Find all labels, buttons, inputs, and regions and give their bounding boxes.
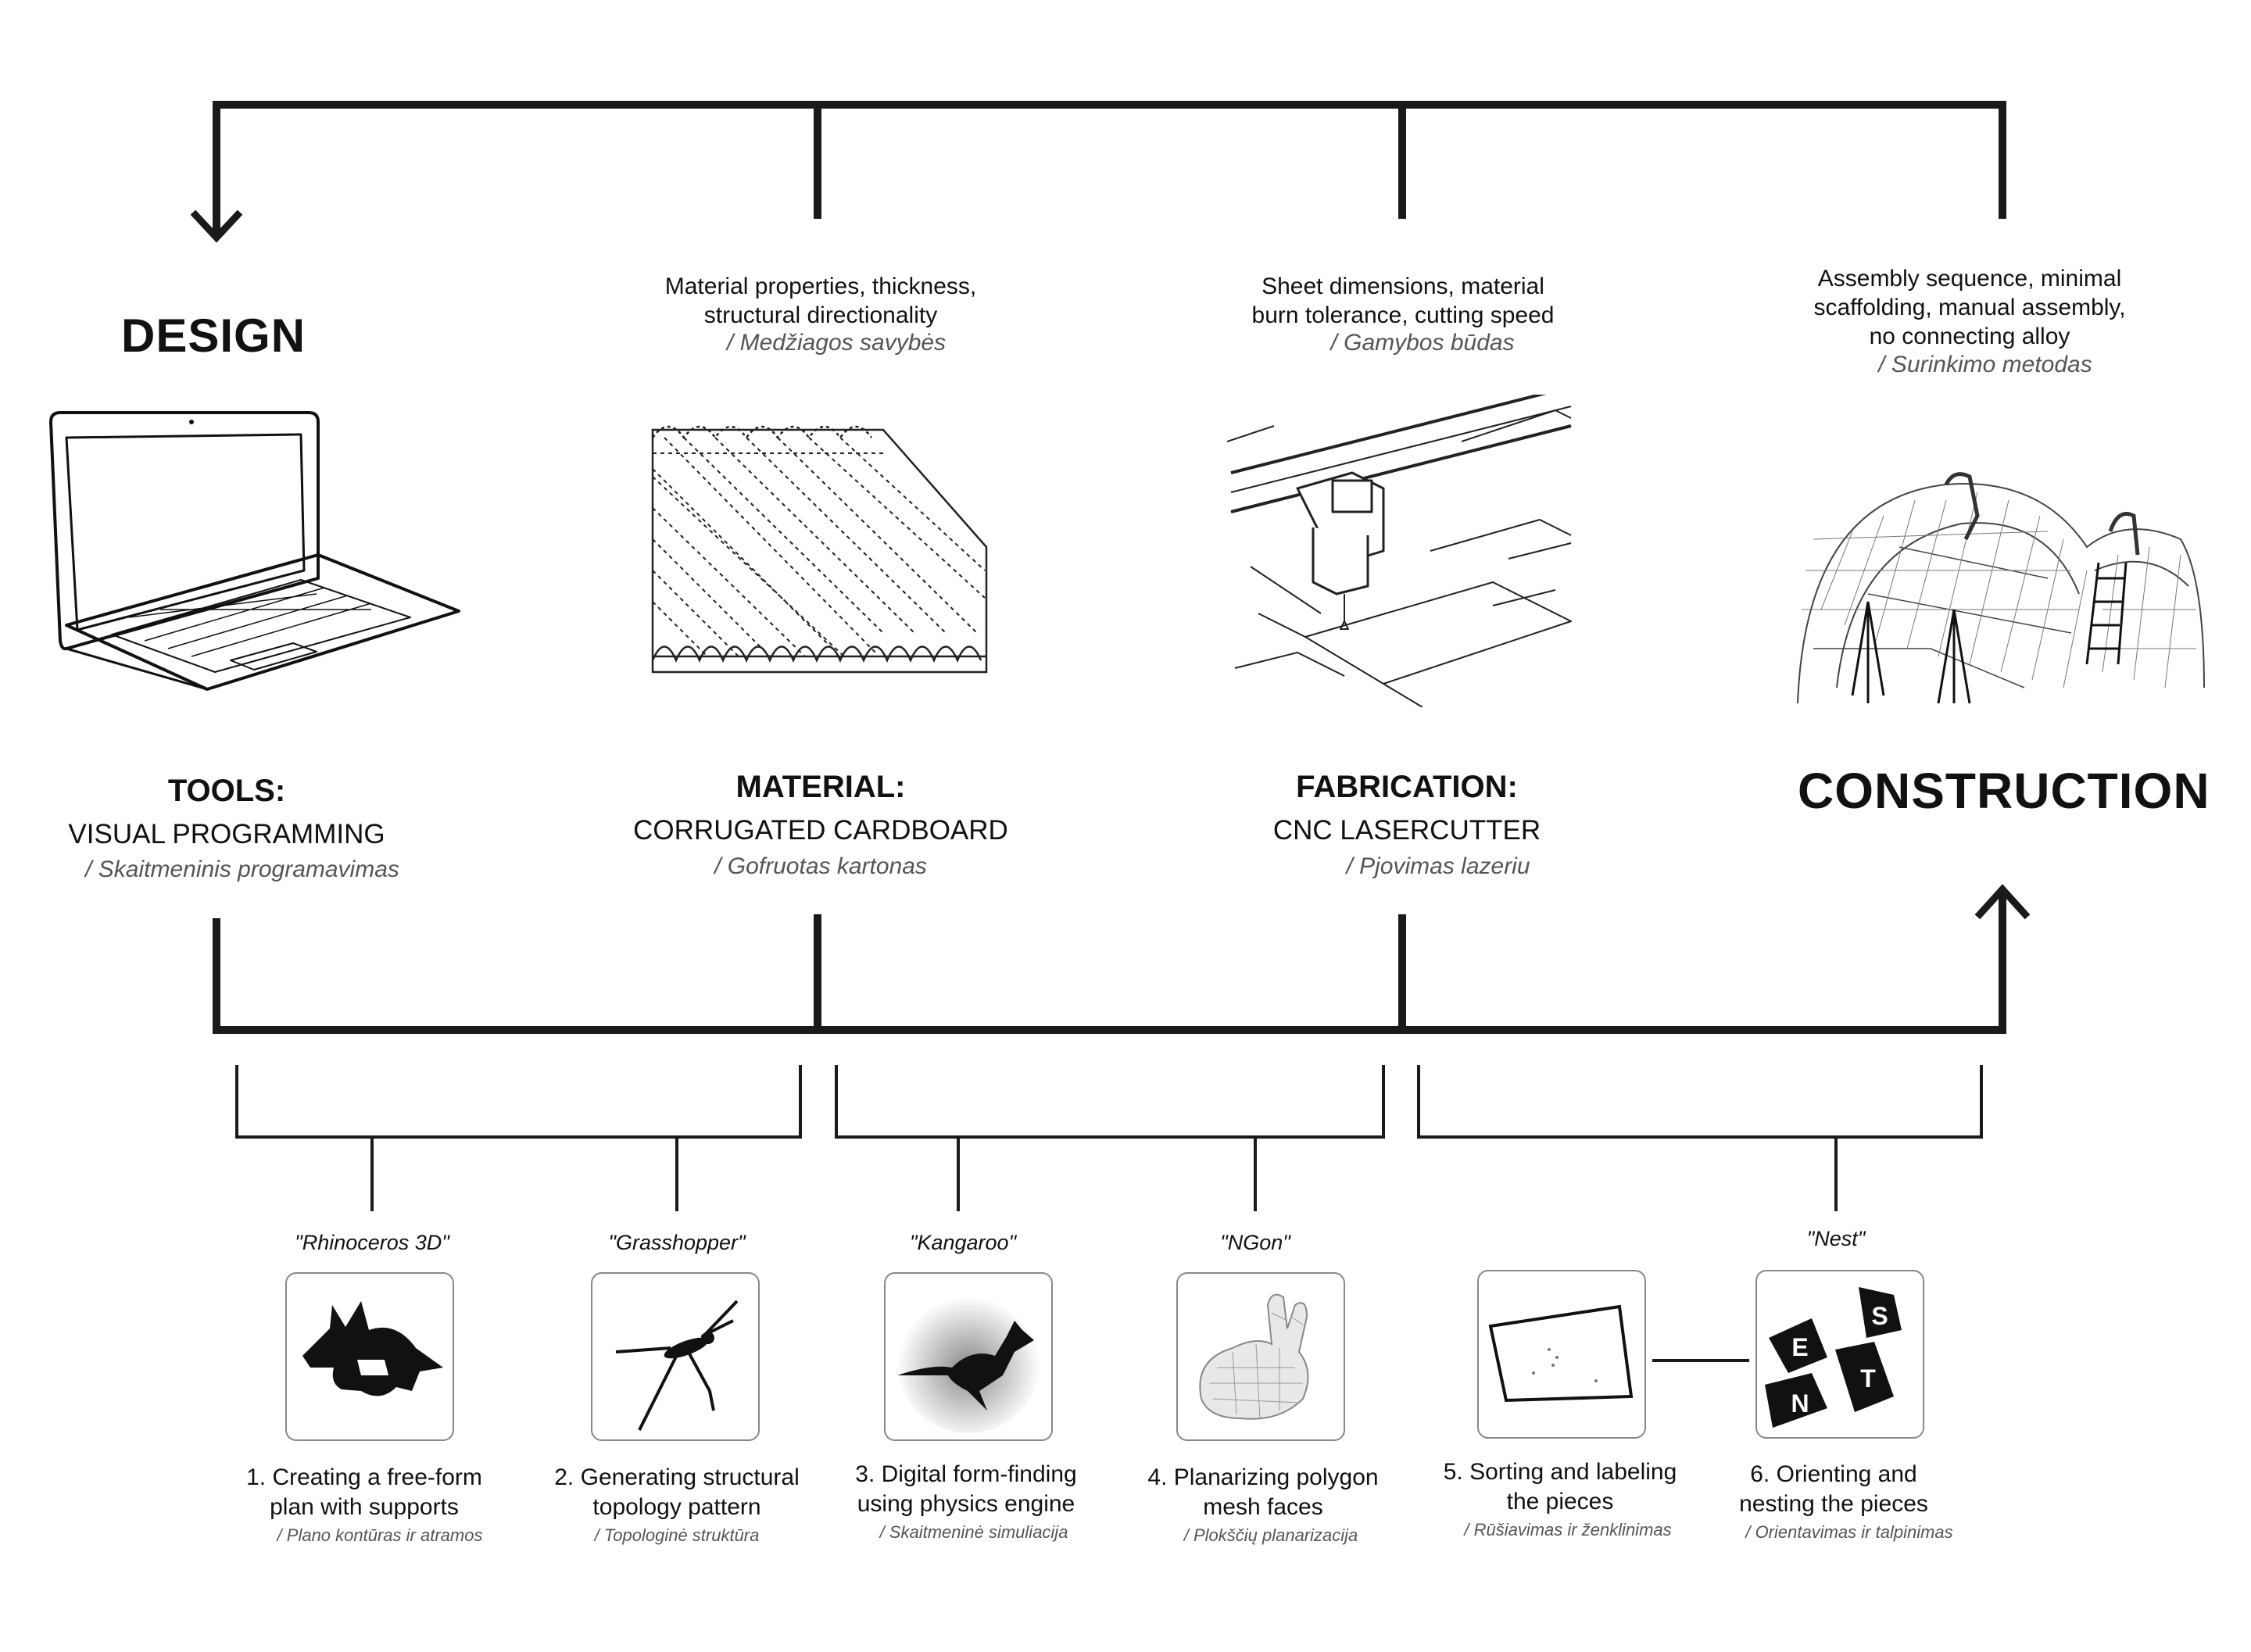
step1-line2: plan with supports: [270, 1494, 459, 1520]
tool-name-kangaroo: "Kangaroo": [909, 1231, 1017, 1254]
step2-line1: 2. Generating structural: [554, 1464, 800, 1490]
laser-cutter-icon: [1227, 395, 1572, 707]
step4-note: / Plokščių planarizacija: [1183, 1525, 1358, 1545]
step5-line1: 5. Sorting and labeling: [1443, 1459, 1677, 1485]
bunny-mesh-icon: [1199, 1293, 1309, 1420]
rhino-icon: [302, 1301, 443, 1396]
material-props-line2: structural directionality: [703, 302, 938, 328]
step3-line2: using physics engine: [857, 1491, 1075, 1517]
step5-note: / Rūšiavimas ir ženklinimas: [1464, 1520, 1672, 1539]
tool-name-ngon: "NGon": [1220, 1231, 1290, 1254]
nest-letter-n: N: [1791, 1389, 1809, 1418]
labeled-piece-icon: [1488, 1304, 1634, 1403]
fabrication-title: FABRICATION:: [1296, 770, 1518, 804]
material-note: / Gofruotas kartonas: [714, 853, 927, 879]
step3-note: / Skaitmeninė simuliacija: [879, 1522, 1068, 1542]
step4-line1: 4. Planarizing polygon: [1147, 1464, 1379, 1490]
material-subtitle: CORRUGATED CARDBOARD: [633, 815, 1008, 846]
construction-arrow-head: [1974, 884, 2031, 920]
kangaroo-icon-box: [884, 1272, 1053, 1441]
tool-name-rhino: "Rhinoceros 3D": [295, 1231, 449, 1254]
step5-line2: the pieces: [1506, 1489, 1614, 1514]
nest-pieces-icon: S E T N: [1765, 1287, 1902, 1428]
fabrication-props-line1: Sheet dimensions, material: [1261, 274, 1544, 299]
step6-note: / Orientavimas ir talpinimas: [1745, 1522, 1953, 1542]
step4-line2: mesh faces: [1203, 1494, 1323, 1520]
construction-props-note: / Surinkimo metodas: [1878, 352, 2092, 377]
material-props-note: / Medžiagos savybės: [726, 330, 947, 356]
construction-props-line3: no connecting alloy: [1869, 324, 2070, 349]
bottom-process-bar: [213, 893, 2006, 1034]
nest-letter-t: T: [1860, 1364, 1876, 1393]
pavilion-assembly-icon: [1797, 472, 2205, 704]
fabrication-subtitle: CNC LASERCUTTER: [1272, 815, 1541, 846]
fabrication-props-note: / Gamybos būdas: [1330, 330, 1515, 356]
grasshopper-icon-box: [591, 1272, 760, 1441]
cardboard-icon: [651, 425, 988, 674]
tools-title: TOOLS:: [167, 774, 286, 808]
step6-line2: nesting the pieces: [1739, 1491, 1928, 1517]
construction-title: CONSTRUCTION: [1798, 763, 2210, 819]
sort-icon-box: [1477, 1270, 1646, 1439]
material-props-line1: Material properties, thickness,: [664, 274, 977, 299]
step6-line1: 6. Orienting and: [1750, 1461, 1917, 1487]
tool-name-grasshopper: "Grasshopper": [608, 1231, 746, 1254]
step2-note: / Topologinė struktūra: [594, 1525, 760, 1545]
construction-props-line2: scaffolding, manual assembly,: [1813, 295, 2126, 320]
tool-name-nest: "Nest": [1806, 1227, 1866, 1250]
design-title: DESIGN: [121, 309, 306, 362]
design-arrow-head: [190, 209, 243, 243]
grasshopper-icon: [615, 1300, 739, 1431]
nest-icon-box: S E T N: [1755, 1270, 1924, 1439]
tool-brackets: [235, 1065, 1983, 1362]
kangaroo-icon: [896, 1289, 1040, 1433]
tools-note: / Skaitmeninis programavimas: [85, 856, 399, 882]
rhino-icon-box: [285, 1272, 454, 1441]
fabrication-props-line2: burn tolerance, cutting speed: [1251, 302, 1555, 328]
top-feedback-bar: [213, 101, 2006, 238]
ngon-icon-box: [1176, 1272, 1345, 1441]
nest-letter-e: E: [1791, 1333, 1808, 1361]
step1-line1: 1. Creating a free-form: [246, 1464, 482, 1490]
fabrication-note: / Pjovimas lazeriu: [1346, 853, 1530, 879]
step2-line2: topology pattern: [592, 1494, 761, 1520]
material-title: MATERIAL:: [735, 770, 906, 804]
step1-note: / Plano kontūras ir atramos: [277, 1525, 483, 1545]
construction-props-line1: Assembly sequence, minimal: [1817, 266, 2122, 291]
laptop-icon: [49, 411, 460, 691]
nest-letter-s: S: [1871, 1302, 1888, 1330]
tools-subtitle: VISUAL PROGRAMMING: [68, 819, 385, 849]
step3-line1: 3. Digital form-finding: [855, 1461, 1077, 1487]
